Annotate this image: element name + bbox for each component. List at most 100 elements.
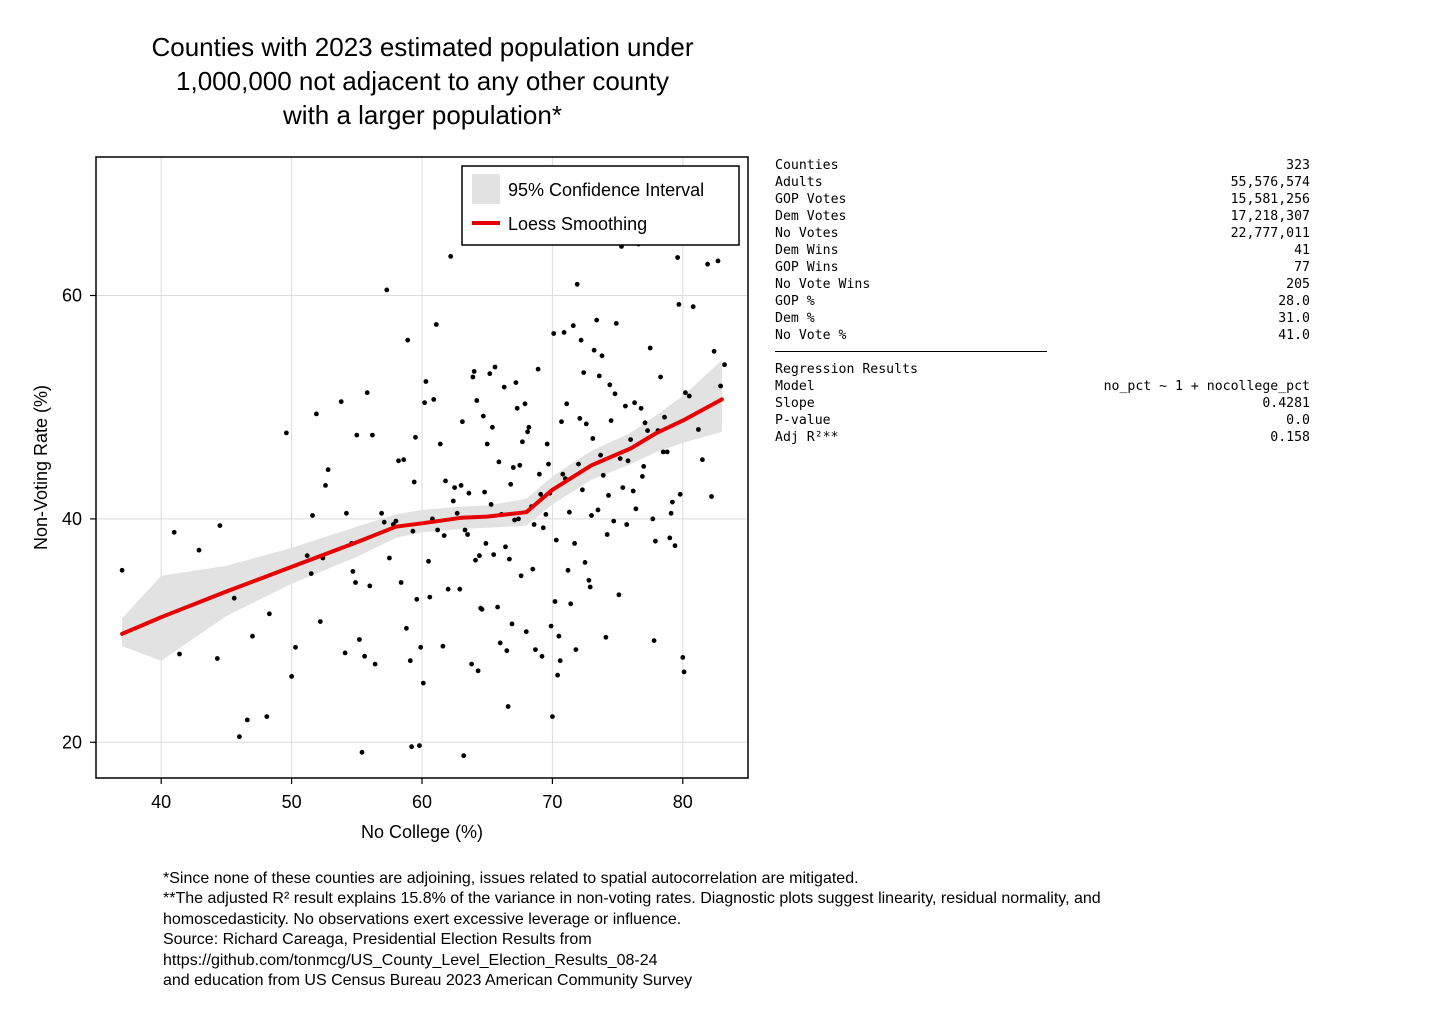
data-point (546, 461, 551, 467)
data-point (364, 390, 370, 396)
data-point (473, 557, 478, 563)
data-point (557, 658, 563, 664)
legend-label-loess: Loess Smoothing (508, 214, 647, 234)
data-point (354, 432, 360, 438)
data-point (338, 399, 344, 404)
data-point (445, 586, 451, 592)
data-point (645, 428, 650, 433)
data-point (555, 672, 560, 678)
stats-value: 17,218,307 (1230, 209, 1310, 224)
data-point (540, 525, 546, 531)
stats-label: Dem Wins (775, 243, 839, 258)
stats-value: 77 (1294, 260, 1310, 275)
data-point (611, 518, 617, 524)
stats-label: GOP Wins (775, 260, 839, 275)
regression-label: Slope (775, 396, 815, 411)
data-point (599, 353, 605, 359)
data-point (310, 513, 315, 518)
data-point (683, 390, 688, 396)
data-point (362, 653, 367, 659)
data-point (353, 580, 358, 585)
data-point (450, 498, 456, 504)
data-point (418, 644, 424, 650)
stats-label: GOP % (775, 294, 815, 309)
data-point (484, 441, 490, 447)
stats-label: Adults (775, 175, 823, 190)
data-point (398, 580, 404, 585)
data-point (370, 432, 375, 438)
regression-value: no_pct ~ 1 + nocollege_pct (1103, 379, 1310, 394)
data-point (512, 517, 517, 523)
data-point (214, 656, 220, 661)
data-point (314, 411, 319, 417)
data-point (491, 552, 497, 557)
data-point (171, 529, 177, 535)
stats-row: Dem Wins 41 (775, 242, 1310, 259)
data-point (325, 467, 331, 473)
data-point (237, 734, 242, 740)
data-point (568, 601, 574, 607)
data-point (474, 398, 480, 403)
regression-row: Adj R²** 0.158 (775, 429, 1310, 446)
data-point (651, 638, 657, 643)
data-points (119, 239, 727, 759)
data-point (483, 541, 489, 546)
data-point (658, 374, 663, 380)
legend: 95% Confidence Interval Loess Smoothing (461, 165, 740, 246)
footnotes: *Since none of these counties are adjoin… (163, 869, 1101, 991)
x-axis-label: No College (%) (361, 822, 483, 842)
regression-row: Slope 0.4281 (775, 395, 1310, 412)
data-point (495, 604, 500, 610)
data-point (573, 647, 579, 652)
data-point (475, 668, 481, 674)
data-point (359, 749, 365, 755)
data-point (518, 573, 524, 579)
data-point (565, 567, 571, 573)
data-point (596, 373, 602, 379)
data-point (507, 556, 512, 562)
data-point (650, 516, 656, 522)
data-point (441, 533, 447, 538)
data-point (384, 287, 390, 293)
data-point (632, 400, 637, 406)
data-point (616, 592, 622, 598)
stats-row: Adults 55,576,574 (775, 174, 1310, 191)
data-point (427, 594, 433, 600)
data-point (488, 502, 494, 507)
data-point (350, 569, 356, 574)
y-tick-label: 20 (62, 732, 82, 752)
data-point (594, 317, 600, 323)
data-point (590, 436, 596, 441)
data-point (443, 478, 448, 484)
data-point (490, 424, 495, 430)
data-point (641, 464, 647, 469)
stats-row: Dem Votes 17,218,307 (775, 208, 1310, 225)
data-point (264, 714, 270, 719)
stats-value: 15,581,256 (1230, 192, 1310, 207)
data-point (440, 643, 446, 649)
data-point (604, 532, 610, 537)
data-point (672, 543, 678, 549)
data-point (244, 717, 250, 723)
data-point (668, 510, 674, 516)
x-tick-label: 60 (412, 792, 432, 812)
data-point (640, 474, 645, 479)
data-point (718, 383, 723, 389)
regression-label: Adj R²** (775, 430, 839, 445)
data-point (567, 509, 572, 515)
data-point (503, 544, 508, 550)
data-point (510, 465, 516, 470)
title-line: with a larger population* (283, 100, 562, 130)
data-point (522, 401, 528, 407)
data-point (580, 487, 585, 493)
data-point (696, 427, 701, 432)
data-point (457, 586, 463, 592)
regression-title-row: Regression Results (775, 361, 1310, 378)
data-point (217, 523, 223, 528)
y-axis-label: Non-Voting Rate (%) (31, 385, 51, 550)
data-point (680, 655, 686, 660)
data-point (660, 449, 666, 455)
data-point (537, 471, 542, 477)
data-point (471, 369, 477, 374)
